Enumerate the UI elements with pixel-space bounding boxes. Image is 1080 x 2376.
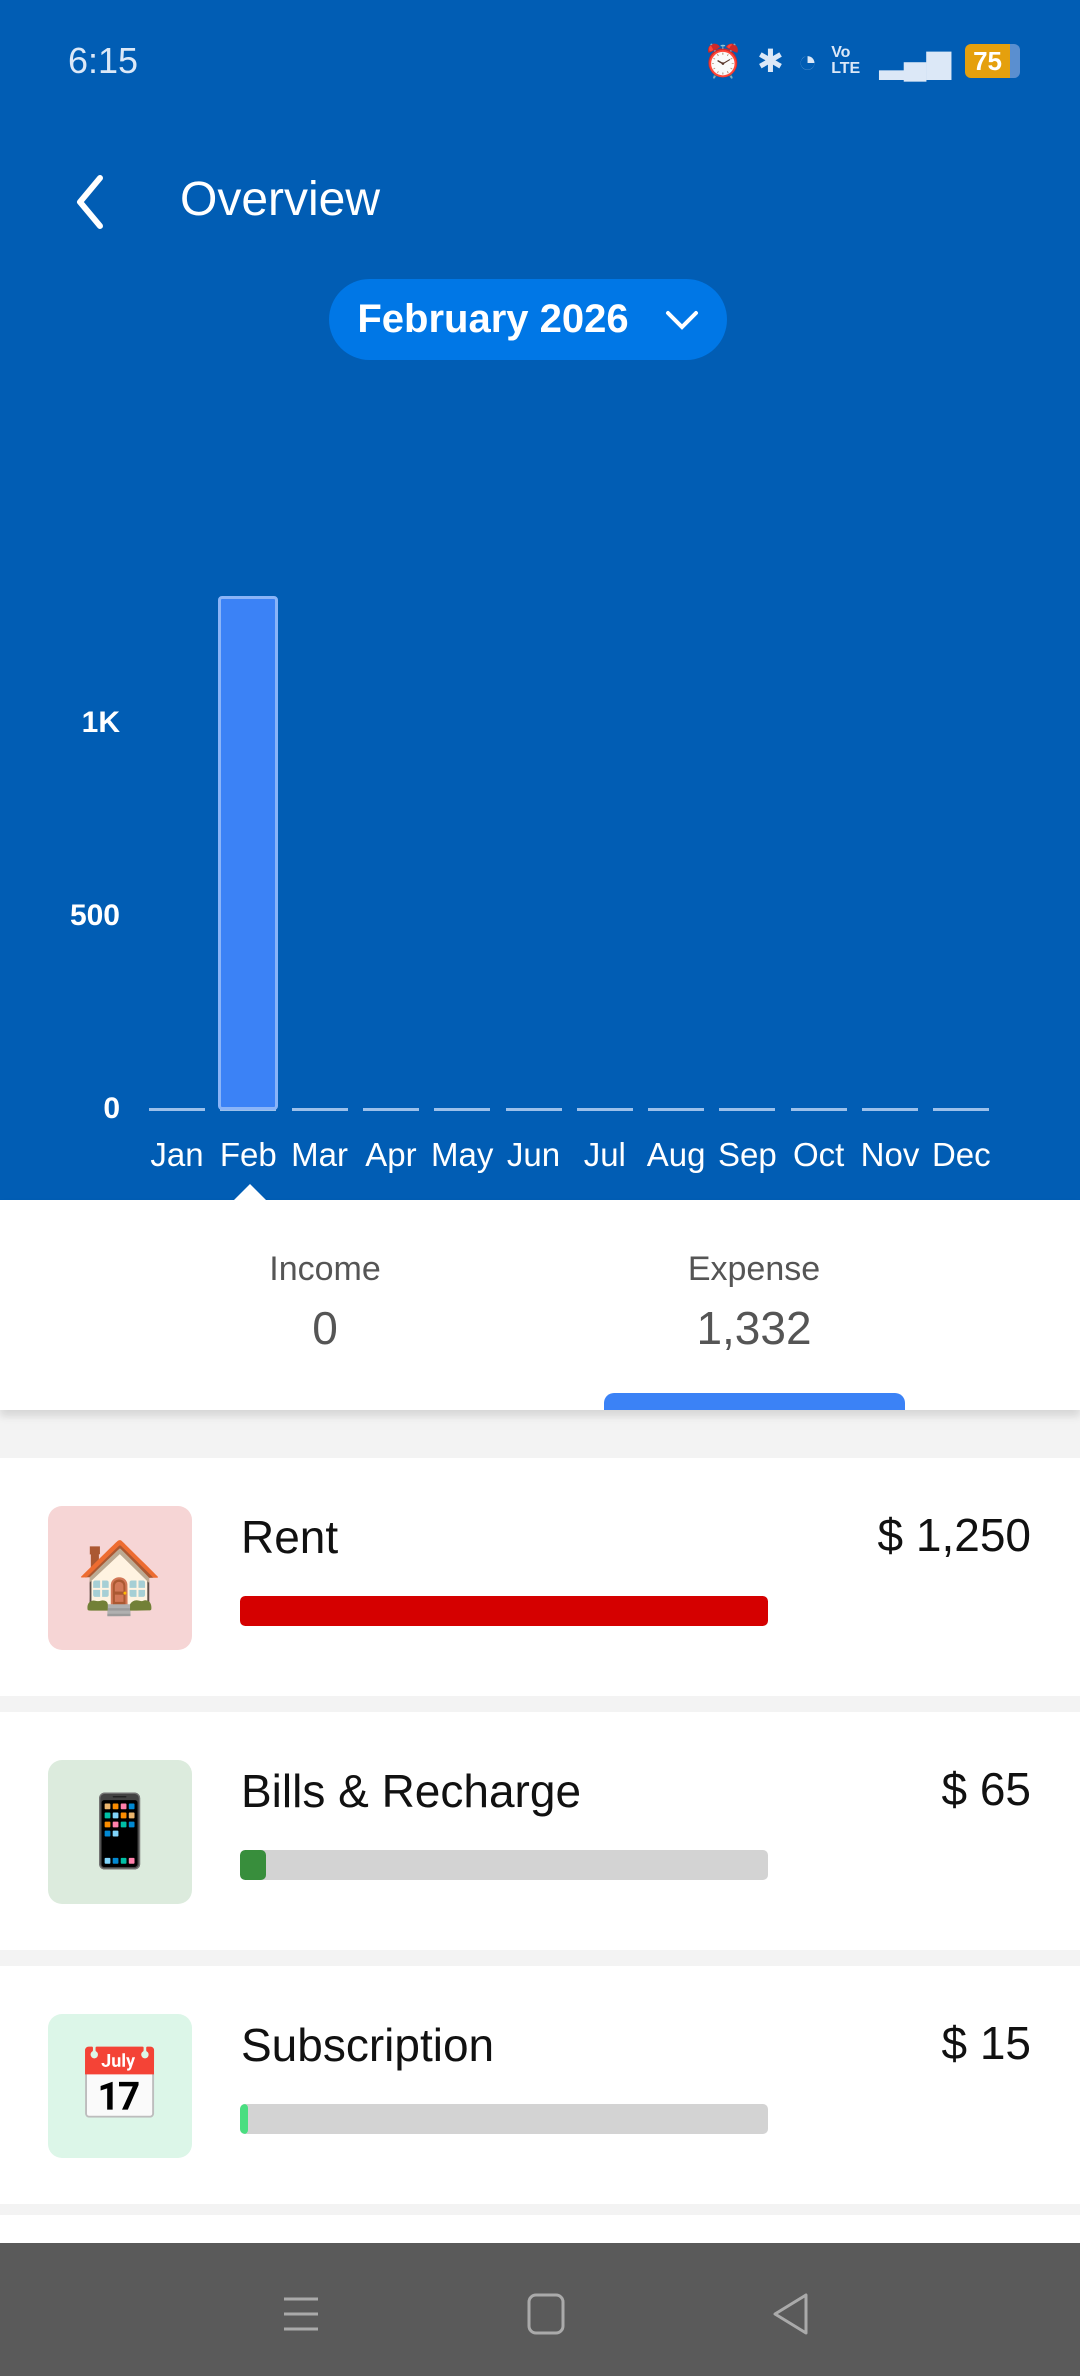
baseline-jul <box>576 1108 633 1111</box>
status-icons: ⏰ ✱ ◔ Vo LTE ▂▄▆ 75 <box>703 42 1020 80</box>
month-label[interactable]: Feb <box>219 1136 277 1173</box>
category-progress-fill <box>240 2104 248 2134</box>
active-tab-indicator <box>604 1393 905 1410</box>
category-name: Subscription <box>241 2019 495 2071</box>
baseline-aug <box>648 1108 705 1111</box>
month-label[interactable]: Jun <box>506 1136 561 1173</box>
income-label: Income <box>269 1250 381 1288</box>
baseline-sep <box>719 1108 776 1111</box>
category-name: Bills & Recharge <box>241 1765 582 1817</box>
baseline-mar <box>291 1108 348 1111</box>
month-selector-label: February 2026 <box>357 297 629 341</box>
month-label[interactable]: Jan <box>150 1136 204 1173</box>
baseline-jun <box>505 1108 562 1111</box>
category-progress <box>240 2104 768 2134</box>
tab-expense[interactable]: Expense 1,332 <box>574 1250 934 1355</box>
baseline-apr <box>362 1108 419 1111</box>
month-label[interactable]: May <box>431 1136 494 1173</box>
y-tick-label: 500 <box>69 899 120 932</box>
month-selector[interactable]: February 2026 <box>329 279 727 360</box>
baseline-dec <box>933 1108 990 1111</box>
bluetooth-icon: ✱ <box>757 43 784 79</box>
category-amount: $ 15 <box>941 2017 1031 2069</box>
y-tick-label: 1K <box>81 706 120 739</box>
category-progress <box>240 1850 768 1880</box>
baseline-jan <box>149 1108 205 1111</box>
bills-phone-icon: 📱 <box>48 1760 192 1904</box>
expense-value: 1,332 <box>696 1302 812 1354</box>
bar-feb[interactable] <box>218 595 279 1110</box>
category-row[interactable]: 📅 Subscription $ 15 <box>0 1966 1080 2204</box>
category-amount: $ 1,250 <box>877 1509 1031 1561</box>
baseline-may <box>434 1108 491 1111</box>
signal-icon: ▂▄▆ <box>879 43 952 79</box>
month-label[interactable]: Oct <box>793 1136 845 1173</box>
category-row[interactable]: 🏠 Rent $ 1,250 <box>0 1458 1080 1696</box>
list-item-partial <box>0 2215 1080 2243</box>
category-row[interactable]: 📱 Bills & Recharge $ 65 <box>0 1712 1080 1950</box>
month-label[interactable]: Jul <box>583 1136 626 1173</box>
category-progress <box>240 1596 768 1626</box>
category-progress-fill <box>240 1596 768 1626</box>
header <box>0 0 1080 1200</box>
system-nav-bar <box>0 2243 1080 2376</box>
baseline-oct <box>790 1108 847 1111</box>
month-label[interactable]: Aug <box>646 1136 706 1173</box>
menu-icon[interactable] <box>282 2295 320 2333</box>
y-tick-label: 0 <box>103 1092 120 1125</box>
month-label[interactable]: Nov <box>860 1136 920 1173</box>
month-label[interactable]: Dec <box>931 1136 991 1173</box>
rent-house-icon: 🏠 <box>48 1506 192 1650</box>
summary-tabs: Income 0 Expense 1,332 <box>0 1200 1080 1410</box>
wifi-icon: ◔ <box>797 42 818 79</box>
alarm-icon: ⏰ <box>703 43 744 79</box>
volte-icon: Vo LTE <box>831 44 861 77</box>
status-time: 6:15 <box>68 40 139 81</box>
page-title: Overview <box>180 173 381 226</box>
category-name: Rent <box>241 1511 339 1563</box>
baseline-nov <box>862 1108 918 1111</box>
tab-income[interactable]: Income 0 <box>145 1250 505 1355</box>
chevron-down-icon <box>665 310 698 330</box>
home-icon[interactable] <box>527 2293 565 2335</box>
back-nav-icon[interactable] <box>772 2293 810 2335</box>
month-label[interactable]: Apr <box>365 1136 417 1173</box>
income-value: 0 <box>312 1302 338 1354</box>
month-label[interactable]: Mar <box>291 1136 349 1173</box>
category-amount: $ 65 <box>941 1763 1031 1815</box>
expense-label: Expense <box>687 1250 821 1288</box>
category-progress-fill <box>240 1850 267 1880</box>
subscription-calendar-icon: 📅 <box>48 2014 192 2158</box>
back-arrow-icon[interactable] <box>70 172 110 232</box>
month-label[interactable]: Sep <box>718 1136 777 1173</box>
selected-month-pointer <box>232 1184 268 1202</box>
battery-icon: 75 <box>965 44 1020 78</box>
